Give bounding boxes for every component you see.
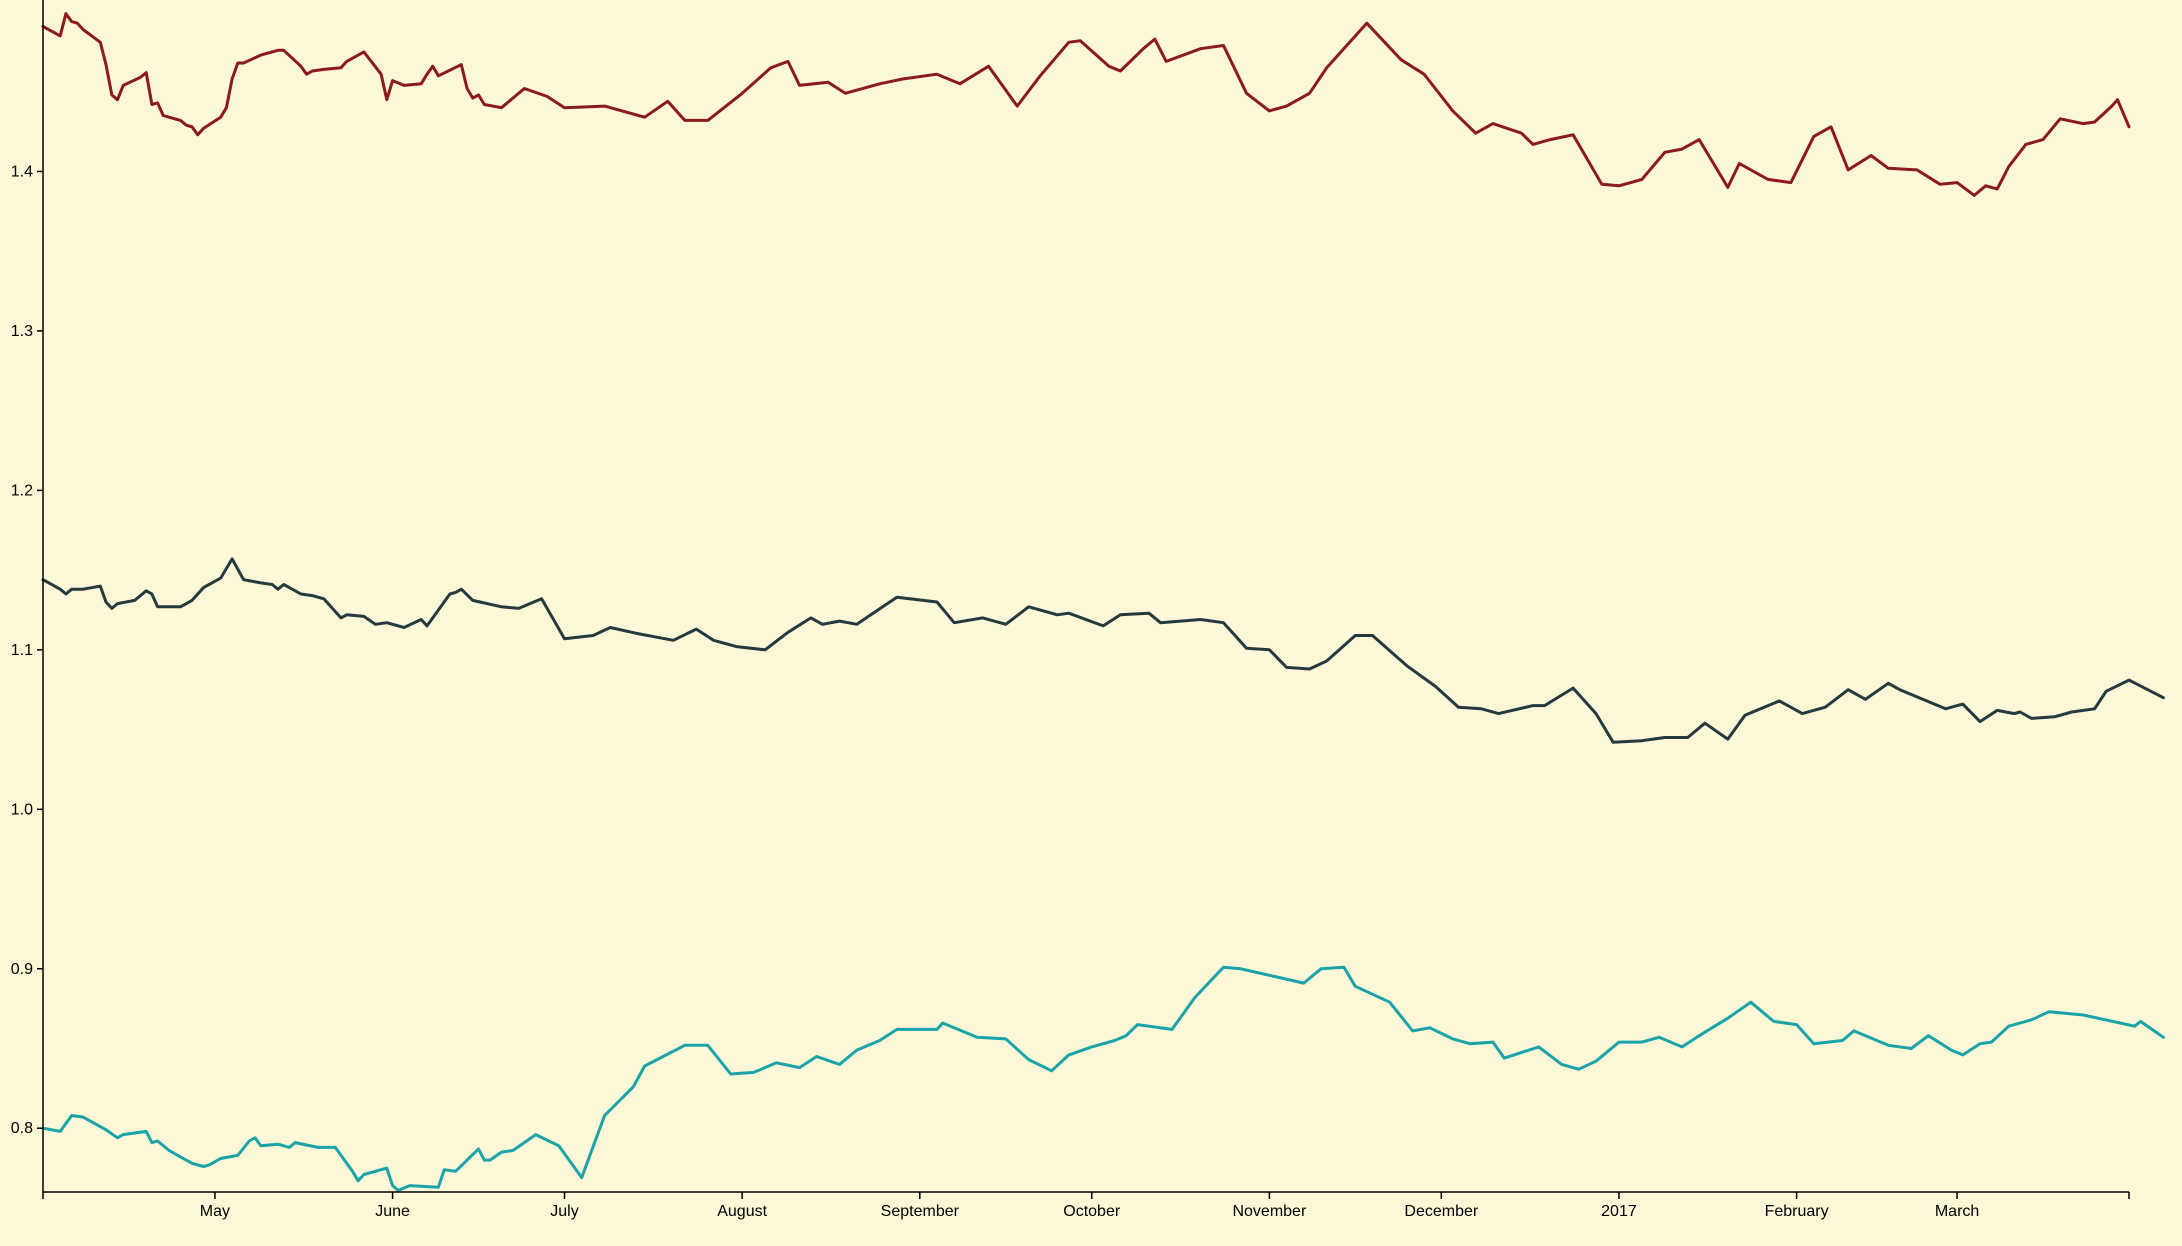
y-tick-label: 0.8 <box>11 1120 33 1137</box>
x-tick-label: June <box>375 1203 410 1220</box>
x-tick-label: August <box>717 1203 767 1220</box>
series-layer <box>41 12 2165 1192</box>
x-tick-label: October <box>1063 1203 1121 1220</box>
y-tick-label: 0.9 <box>11 961 33 978</box>
y-tick-label: 1.1 <box>11 642 33 659</box>
x-axis: May June July August September October Novembe… <box>42 1191 2130 1220</box>
y-axis: 0.8 0.9 1.0 1.1 1.2 1.3 1.4 <box>11 0 44 1192</box>
series-line-2 <box>41 557 2165 744</box>
y-tick-label: 1.2 <box>11 482 33 499</box>
x-tick-label: September <box>881 1203 960 1220</box>
x-tick-label: November <box>1232 1203 1306 1220</box>
x-tick-label: 2017 <box>1601 1203 1637 1220</box>
x-tick-label: December <box>1404 1203 1478 1220</box>
x-tick-label: February <box>1765 1203 1829 1220</box>
series-line-3 <box>41 965 2165 1192</box>
y-tick-label: 1.3 <box>11 323 33 340</box>
x-tick-label: May <box>200 1203 230 1220</box>
x-tick-label: July <box>550 1203 578 1220</box>
series-line-1 <box>41 12 2131 197</box>
y-tick-label: 1.4 <box>11 163 33 180</box>
y-tick-label: 1.0 <box>11 801 33 818</box>
x-tick-label: March <box>1935 1203 1979 1220</box>
